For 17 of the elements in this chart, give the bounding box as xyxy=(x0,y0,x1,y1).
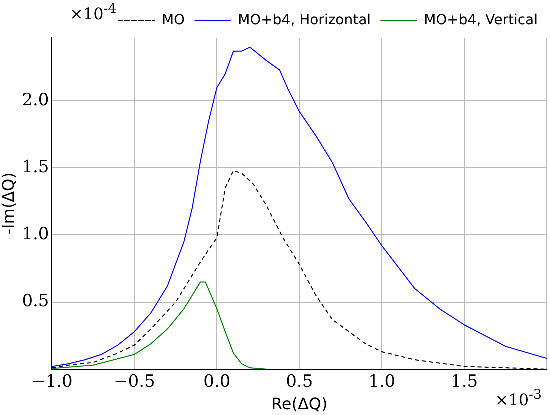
legend-label: MO+b4, Horizontal xyxy=(238,12,372,29)
legend-label: MO+b4, Vertical xyxy=(424,12,538,29)
x-axis-title: Re(ΔQ) xyxy=(271,394,328,414)
x-tick-label: −0.5 xyxy=(114,372,156,392)
x-tick-label: 1.5 xyxy=(451,372,478,392)
x-tick-label: −1.0 xyxy=(32,372,73,392)
y-tick-label: 1.5 xyxy=(22,158,50,178)
y-axis-title: -Im(ΔQ) xyxy=(0,172,18,235)
y-tick-label: 0.5 xyxy=(22,292,50,312)
text: ×10$^{-3}$ xyxy=(495,388,542,410)
x-tick-label: 0.5 xyxy=(286,372,314,392)
x-tick-label: 1.0 xyxy=(368,372,396,392)
legend-label: MO xyxy=(162,12,186,29)
text: ×10$^{-4}$ xyxy=(70,2,117,24)
y-tick-label: 2.0 xyxy=(22,90,50,110)
y-tick-label: 1.0 xyxy=(22,224,50,245)
x-tick-label: 0.0 xyxy=(204,372,231,392)
